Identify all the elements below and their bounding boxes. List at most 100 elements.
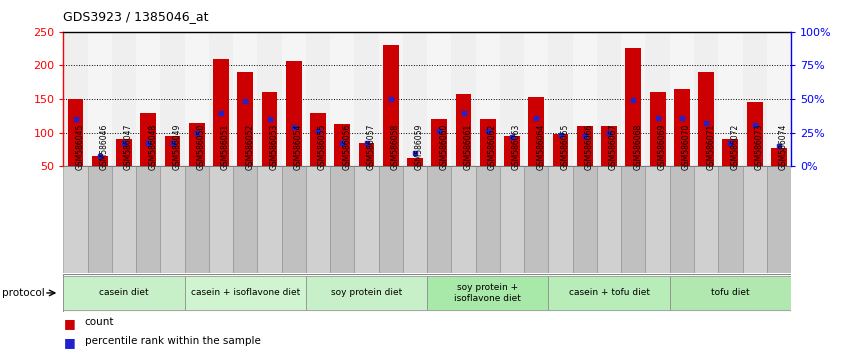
Text: GSM586061: GSM586061 xyxy=(464,123,473,170)
Text: GSM586068: GSM586068 xyxy=(634,123,642,170)
Text: GSM586069: GSM586069 xyxy=(657,123,667,170)
Text: GSM586049: GSM586049 xyxy=(173,123,182,170)
Text: GSM586048: GSM586048 xyxy=(148,123,157,170)
Bar xyxy=(452,32,475,166)
Bar xyxy=(140,113,157,166)
Text: GSM586050: GSM586050 xyxy=(197,123,206,170)
Bar xyxy=(92,156,107,166)
Bar xyxy=(282,32,306,166)
Bar xyxy=(184,32,209,166)
Bar xyxy=(747,102,762,166)
Bar xyxy=(427,32,452,166)
Bar xyxy=(456,95,471,166)
Bar xyxy=(359,143,375,166)
Bar xyxy=(718,32,743,166)
Bar xyxy=(500,32,525,166)
Text: GSM586056: GSM586056 xyxy=(343,123,351,170)
Bar xyxy=(427,166,452,273)
Bar xyxy=(379,166,403,273)
Bar xyxy=(625,48,641,166)
Bar xyxy=(213,59,229,166)
Bar xyxy=(573,166,597,273)
Text: percentile rank within the sample: percentile rank within the sample xyxy=(85,336,261,346)
Bar xyxy=(670,276,791,310)
Text: casein + isoflavone diet: casein + isoflavone diet xyxy=(190,289,300,297)
Text: GSM586053: GSM586053 xyxy=(270,123,278,170)
Text: casein diet: casein diet xyxy=(99,289,149,297)
Text: casein + tofu diet: casein + tofu diet xyxy=(569,289,650,297)
Bar xyxy=(68,99,84,166)
Bar xyxy=(597,166,621,273)
Bar xyxy=(577,126,593,166)
Bar xyxy=(529,97,544,166)
Text: soy protein diet: soy protein diet xyxy=(331,289,402,297)
Bar xyxy=(383,45,398,166)
Bar xyxy=(645,32,670,166)
Bar xyxy=(306,32,330,166)
Bar xyxy=(722,139,739,166)
Bar xyxy=(209,166,233,273)
Bar xyxy=(452,166,475,273)
Text: GSM586074: GSM586074 xyxy=(779,123,788,170)
Text: GSM586058: GSM586058 xyxy=(391,123,400,170)
Bar xyxy=(209,32,233,166)
Bar xyxy=(621,166,645,273)
Text: GDS3923 / 1385046_at: GDS3923 / 1385046_at xyxy=(63,10,209,23)
Bar xyxy=(257,166,282,273)
Bar xyxy=(63,32,88,166)
Bar xyxy=(189,122,205,166)
Bar xyxy=(548,166,573,273)
Bar xyxy=(310,113,326,166)
Text: GSM586072: GSM586072 xyxy=(730,123,739,170)
Bar xyxy=(552,134,569,166)
Bar xyxy=(674,89,689,166)
Text: protocol: protocol xyxy=(2,288,45,298)
Text: GSM586062: GSM586062 xyxy=(488,123,497,170)
Bar xyxy=(233,32,257,166)
Text: GSM586054: GSM586054 xyxy=(294,123,303,170)
Bar xyxy=(548,276,670,310)
Text: GSM586051: GSM586051 xyxy=(221,123,230,170)
Bar xyxy=(475,166,500,273)
Bar xyxy=(718,166,743,273)
Bar xyxy=(184,276,306,310)
Text: GSM586059: GSM586059 xyxy=(415,123,424,170)
Bar xyxy=(306,276,427,310)
Bar xyxy=(525,166,548,273)
Bar xyxy=(694,166,718,273)
Bar xyxy=(334,124,350,166)
Bar xyxy=(743,32,766,166)
Bar xyxy=(165,136,180,166)
Bar xyxy=(136,166,161,273)
Bar xyxy=(645,166,670,273)
Bar xyxy=(573,32,597,166)
Bar xyxy=(743,166,766,273)
Text: GSM586045: GSM586045 xyxy=(75,123,85,170)
Bar xyxy=(427,276,548,310)
Text: GSM586073: GSM586073 xyxy=(755,123,764,170)
Bar xyxy=(670,166,694,273)
Bar xyxy=(161,32,184,166)
Bar xyxy=(112,32,136,166)
Bar xyxy=(698,72,714,166)
Bar xyxy=(112,166,136,273)
Text: GSM586064: GSM586064 xyxy=(536,123,546,170)
Bar xyxy=(431,119,448,166)
Text: GSM586055: GSM586055 xyxy=(318,123,327,170)
Bar xyxy=(233,166,257,273)
Text: GSM586047: GSM586047 xyxy=(124,123,133,170)
Bar xyxy=(650,92,666,166)
Text: ■: ■ xyxy=(63,317,75,330)
Text: ■: ■ xyxy=(63,336,75,349)
Text: GSM586060: GSM586060 xyxy=(439,123,448,170)
Bar xyxy=(161,166,184,273)
Text: GSM586046: GSM586046 xyxy=(100,123,109,170)
Bar xyxy=(621,32,645,166)
Bar xyxy=(116,139,132,166)
Bar xyxy=(525,32,548,166)
Text: GSM586063: GSM586063 xyxy=(512,123,521,170)
Text: GSM586065: GSM586065 xyxy=(561,123,569,170)
Bar xyxy=(354,32,379,166)
Bar xyxy=(379,32,403,166)
Bar xyxy=(282,166,306,273)
